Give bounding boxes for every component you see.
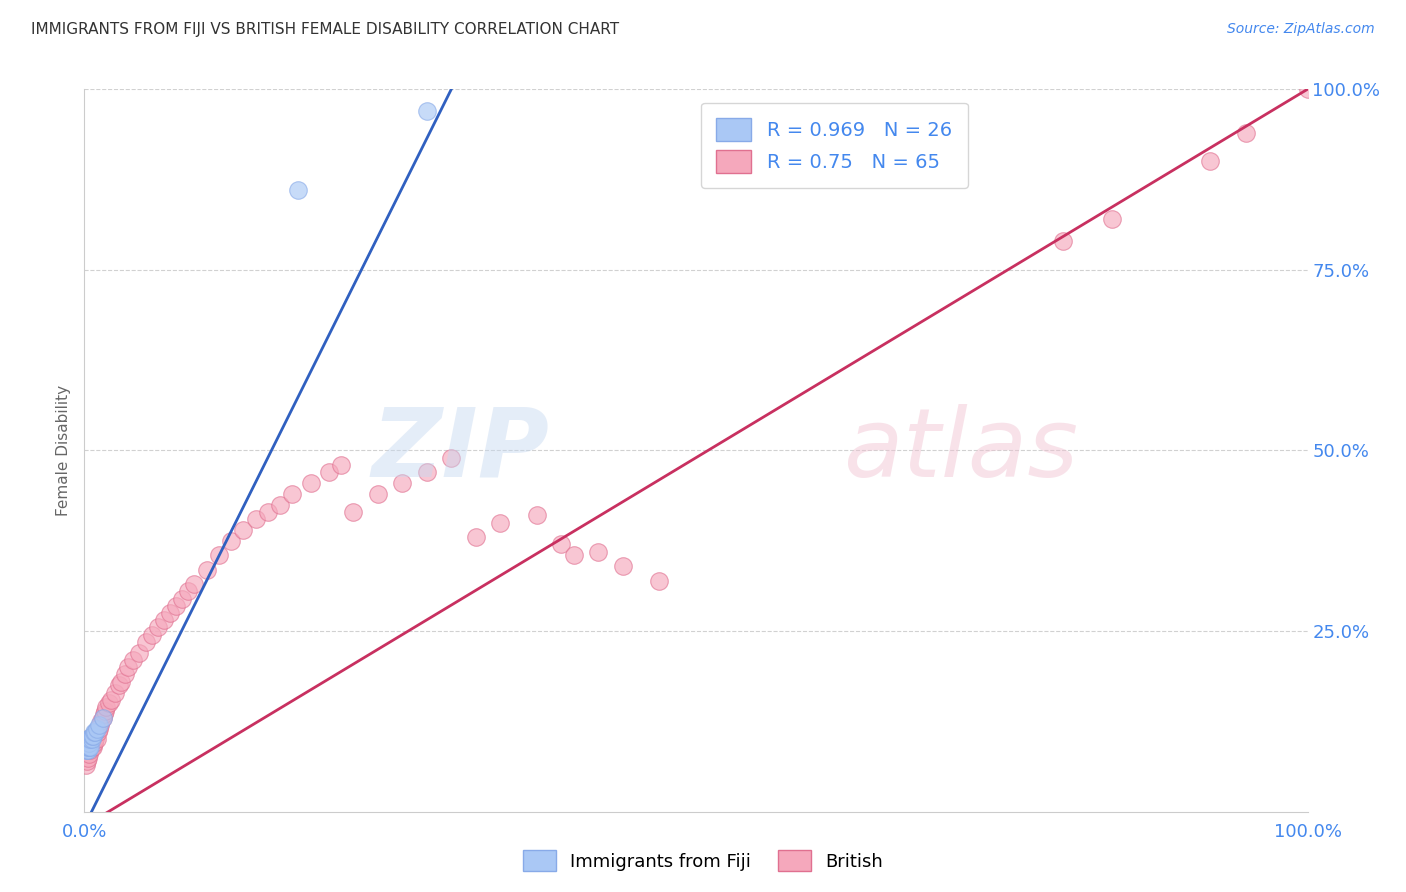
Point [299, 475, 322, 490]
Point [87, 718, 110, 732]
Point [100, 692, 122, 706]
Point [93, 707, 115, 722]
Point [128, 646, 150, 660]
Point [318, 465, 340, 479]
Point [159, 606, 181, 620]
Point [77, 747, 100, 761]
Point [86, 722, 108, 736]
Point [76, 754, 98, 768]
Point [1198, 154, 1220, 169]
Point [110, 674, 132, 689]
Point [114, 667, 136, 681]
Point [177, 584, 200, 599]
Point [416, 103, 439, 118]
Point [77, 732, 100, 747]
Point [1052, 234, 1074, 248]
Text: atlas: atlas [842, 404, 1078, 497]
Point [1296, 82, 1319, 96]
Point [75, 739, 97, 754]
Legend: R = 0.969   N = 26, R = 0.75   N = 65: R = 0.969 N = 26, R = 0.75 N = 65 [700, 103, 967, 188]
Point [287, 183, 309, 197]
Point [153, 613, 176, 627]
Point [80, 729, 103, 743]
Point [269, 498, 291, 512]
Point [257, 505, 280, 519]
Point [76, 732, 98, 747]
Point [77, 750, 100, 764]
Text: IMMIGRANTS FROM FIJI VS BRITISH FEMALE DISABILITY CORRELATION CHART: IMMIGRANTS FROM FIJI VS BRITISH FEMALE D… [31, 22, 619, 37]
Point [245, 512, 267, 526]
Text: Source: ZipAtlas.com: Source: ZipAtlas.com [1227, 22, 1375, 37]
Point [330, 458, 353, 472]
Point [76, 743, 98, 757]
Point [87, 722, 110, 736]
Point [526, 508, 548, 523]
Point [80, 732, 103, 747]
Point [97, 696, 120, 710]
Point [79, 743, 101, 757]
Point [96, 700, 118, 714]
Point [84, 732, 107, 747]
Point [135, 635, 157, 649]
Point [94, 704, 117, 718]
Point [232, 523, 254, 537]
Point [77, 739, 100, 754]
Point [77, 743, 100, 757]
Point [208, 548, 231, 562]
Point [80, 739, 103, 754]
Point [440, 450, 463, 465]
Point [1101, 212, 1123, 227]
Point [86, 732, 108, 747]
Point [89, 718, 111, 732]
Point [104, 685, 127, 699]
Point [1236, 126, 1258, 140]
Point [83, 725, 105, 739]
Point [141, 628, 163, 642]
Point [146, 620, 169, 634]
Point [122, 653, 145, 667]
Point [77, 736, 100, 750]
Point [195, 563, 218, 577]
Point [464, 530, 486, 544]
Legend: Immigrants from Fiji, British: Immigrants from Fiji, British [516, 843, 890, 879]
Y-axis label: Female Disability: Female Disability [56, 384, 72, 516]
Point [550, 537, 572, 551]
Point [416, 465, 439, 479]
Point [612, 559, 634, 574]
Point [79, 739, 101, 754]
Point [165, 599, 187, 613]
Point [117, 660, 139, 674]
Point [91, 711, 114, 725]
Point [107, 678, 129, 692]
Point [183, 577, 205, 591]
Point [82, 729, 104, 743]
Point [76, 739, 98, 754]
Point [367, 487, 389, 501]
Point [82, 739, 104, 754]
Point [87, 725, 110, 739]
Point [562, 548, 585, 562]
Point [281, 487, 304, 501]
Point [75, 757, 97, 772]
Point [83, 736, 105, 750]
Point [342, 505, 364, 519]
Point [391, 475, 413, 490]
Point [586, 544, 609, 558]
Point [76, 736, 98, 750]
Point [84, 725, 107, 739]
Point [489, 516, 512, 530]
Point [172, 591, 194, 606]
Text: ZIP: ZIP [371, 404, 550, 497]
Point [91, 711, 114, 725]
Point [90, 714, 112, 729]
Point [77, 739, 100, 754]
Point [77, 732, 100, 747]
Point [77, 736, 100, 750]
Point [648, 574, 671, 588]
Point [75, 736, 97, 750]
Point [219, 533, 242, 548]
Point [79, 732, 101, 747]
Point [75, 743, 97, 757]
